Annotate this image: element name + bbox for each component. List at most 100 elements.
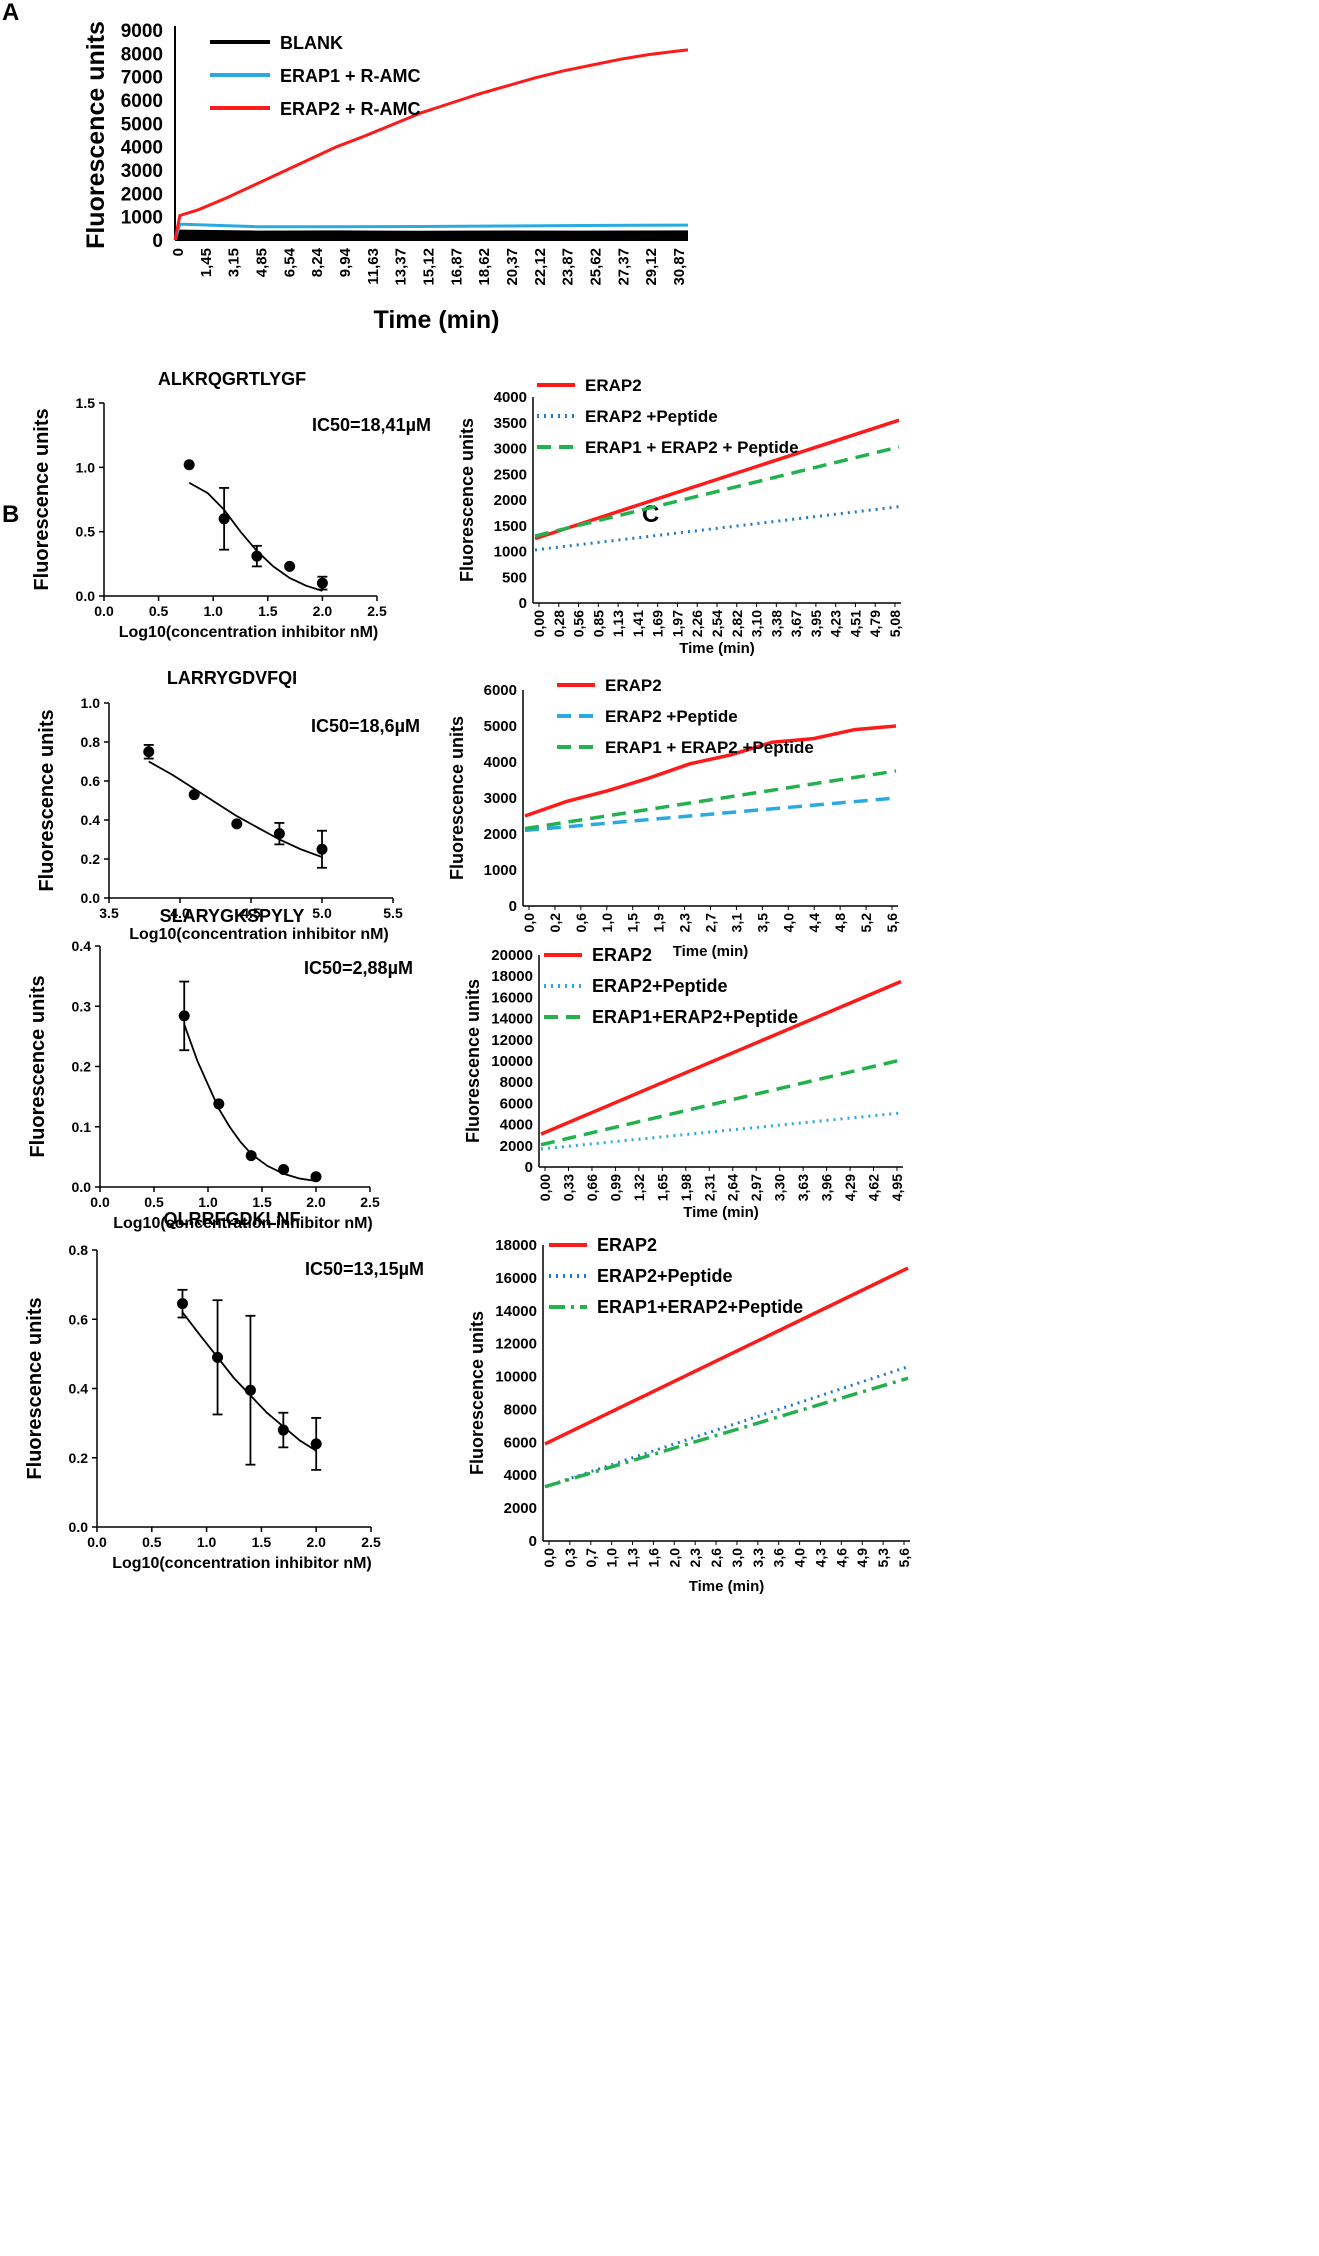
c1-x-tick-label: 2,82 (729, 610, 745, 637)
c1-x-tick-label: 2,26 (689, 610, 705, 637)
a-x-axis-band (175, 232, 688, 240)
a-y-axis-label: Fluorescence units (82, 21, 110, 249)
c2-x-tick-label: 3,1 (728, 913, 744, 933)
b1-y-axis-label: Fluorescence units (31, 408, 53, 590)
c1-legend-label-1: ERAP2 +Peptide (585, 407, 718, 426)
c2-x-tick-label: 1,0 (599, 913, 615, 933)
c4-x-tick-label: 2,3 (687, 1548, 703, 1568)
c4-x-tick-label: 2,0 (666, 1548, 682, 1568)
c3-x-tick-label: 3,30 (772, 1174, 788, 1201)
b1-x-tick-label: 2.5 (367, 603, 387, 619)
c4-x-tick-label: 0,7 (583, 1548, 599, 1568)
b1-x-tick-label: 2.0 (313, 603, 333, 619)
c4-x-tick-label: 0,3 (562, 1548, 578, 1568)
b3-x-axis-label: Log10(concentration inhibitor nM) (113, 1215, 373, 1232)
c2-x-tick-label: 3,5 (754, 913, 770, 933)
c3-x-tick-label: 3,63 (795, 1174, 811, 1201)
c2-x-tick-label: 0,2 (547, 913, 563, 933)
c1-x-tick-label: 0,85 (590, 610, 606, 637)
c1-x-tick-label: 3,67 (788, 610, 804, 637)
chart-b3-slarygkspyly: SLARYGKSPYLY IC50=2,88µM 0.0 0.1 0.2 0.3 0.4 0.… (27, 906, 413, 1232)
c2-series-line-2 (524, 769, 897, 831)
c3-x-tick-label: 2,64 (725, 1174, 741, 1201)
b3-x-tick-label: 1.5 (252, 1194, 272, 1210)
b1-y-tick-label: 0.5 (76, 524, 96, 540)
c2-y-tick-label: 0 (509, 898, 517, 915)
c2-legend-label-0: ERAP2 (605, 676, 662, 695)
b2-x-tick-label: 5.5 (383, 905, 403, 921)
b3-data-point-2 (245, 1150, 257, 1162)
c3-x-tick-label: 0,33 (560, 1174, 576, 1201)
c3-y-tick-label: 18000 (491, 968, 533, 985)
c4-y-tick-label: 10000 (495, 1369, 537, 1386)
c3-x-tick-label: 1,65 (654, 1174, 670, 1201)
b4-y-tick-label: 0.6 (69, 1311, 89, 1327)
c1-y-tick-label: 3500 (494, 415, 527, 432)
b3-x-tick-label: 0.0 (90, 1194, 110, 1210)
b4-data-point-4 (310, 1438, 322, 1450)
b4-y-tick-label: 0.8 (69, 1242, 89, 1258)
b1-data-point-0 (183, 459, 195, 471)
b2-x-tick-label: 5.0 (312, 905, 332, 921)
c4-legend-label-1: ERAP2+Peptide (597, 1266, 733, 1286)
c4-y-tick-label: 0 (529, 1533, 537, 1550)
c1-x-tick-label: 1,97 (669, 610, 685, 637)
a-legend-label-2: ERAP2 + R-AMC (280, 99, 421, 119)
b2-x-tick-label: 3.5 (99, 905, 119, 921)
c3-series-line-2 (540, 1058, 902, 1147)
c1-x-tick-label: 3,38 (768, 610, 784, 637)
b1-x-tick-label: 1.0 (203, 603, 223, 619)
c4-series-line-1 (544, 1365, 909, 1489)
b2-y-tick-label: 0.6 (81, 773, 101, 789)
b4-x-tick-label: 0.0 (87, 1534, 107, 1550)
a-x-tick-label: 8,24 (309, 247, 326, 277)
b3-data-point-1 (213, 1098, 225, 1110)
a-y-tick-label: 1000 (121, 208, 163, 229)
a-series-line-2 (173, 48, 689, 241)
b4-data-point-0 (176, 1298, 188, 1310)
c4-x-axis-label: Time (min) (689, 1578, 765, 1595)
c1-x-tick-label: 0,28 (551, 610, 567, 637)
c4-x-tick-label: 1,3 (625, 1548, 641, 1568)
c2-y-tick-label: 3000 (484, 790, 517, 807)
b3-data-point-4 (310, 1171, 322, 1183)
b1-data-point-3 (284, 560, 296, 572)
b4-x-tick-label: 0.5 (142, 1534, 162, 1550)
c2-y-tick-label: 5000 (484, 718, 517, 735)
b1-x-tick-label: 1.5 (258, 603, 278, 619)
b4-title: QLRRFGDKLNF (164, 1209, 301, 1229)
b2-y-tick-label: 0.0 (81, 890, 101, 906)
c3-series-line-1 (540, 1111, 902, 1151)
c4-series-line-0 (544, 1266, 909, 1446)
a-y-tick-label: 3000 (121, 161, 163, 182)
a-x-tick-label: 18,62 (476, 248, 493, 286)
panel-label-a: A (2, 0, 19, 26)
b3-y-tick-label: 0.4 (72, 938, 92, 954)
c3-y-tick-label: 6000 (500, 1095, 533, 1112)
a-x-tick-label: 20,37 (504, 248, 521, 286)
b4-y-axis-label: Fluorescence units (24, 1297, 46, 1479)
a-x-tick-label: 11,63 (365, 248, 382, 285)
a-series-line-0 (173, 229, 689, 241)
c1-x-tick-label: 1,41 (630, 610, 646, 637)
c4-x-tick-label: 4,9 (854, 1548, 870, 1568)
c1-x-tick-label: 3,10 (749, 610, 765, 637)
c2-x-tick-label: 2,3 (677, 913, 693, 933)
c2-x-tick-label: 0,6 (573, 913, 589, 933)
a-x-tick-label: 29,12 (643, 248, 660, 286)
b2-x-tick-label: 4.0 (170, 905, 190, 921)
c4-y-tick-label: 6000 (504, 1434, 537, 1451)
a-y-tick-label: 5000 (121, 114, 163, 135)
c4-x-tick-label: 2,6 (708, 1548, 724, 1568)
a-x-tick-label: 1,45 (198, 248, 215, 277)
b4-y-tick-label: 0.2 (69, 1450, 89, 1466)
c4-y-tick-label: 12000 (495, 1336, 537, 1353)
b1-data-point-4 (316, 577, 328, 589)
c1-x-tick-label: 0,56 (571, 610, 587, 637)
c4-x-tick-label: 3,0 (729, 1548, 745, 1568)
c2-x-tick-label: 5,6 (884, 913, 900, 933)
c1-x-tick-label: 0,00 (531, 610, 547, 637)
c3-legend-label-1: ERAP2+Peptide (592, 976, 728, 996)
